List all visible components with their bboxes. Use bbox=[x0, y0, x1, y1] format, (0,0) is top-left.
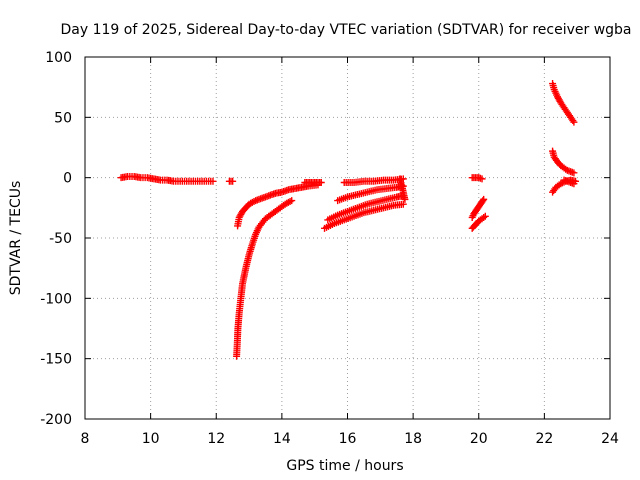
data-point bbox=[479, 197, 487, 205]
data-series bbox=[233, 197, 296, 360]
y-axis-label: SDTVAR / TECUs bbox=[8, 181, 24, 296]
x-tick-label: 10 bbox=[142, 431, 160, 447]
data-series bbox=[301, 178, 325, 186]
data-series bbox=[225, 177, 237, 185]
data-series bbox=[468, 195, 488, 221]
data-series bbox=[468, 174, 486, 183]
data-point bbox=[399, 200, 407, 208]
y-tick-label: -200 bbox=[40, 412, 72, 428]
data-point bbox=[317, 178, 325, 186]
data-point bbox=[478, 175, 486, 183]
data-series bbox=[396, 175, 409, 203]
data-point bbox=[481, 212, 489, 220]
y-tick-label: 100 bbox=[45, 50, 72, 66]
x-axis-label: GPS time / hours bbox=[286, 458, 403, 474]
x-tick-label: 20 bbox=[470, 431, 488, 447]
data-point bbox=[570, 180, 578, 188]
data-point bbox=[570, 118, 578, 126]
data-point bbox=[229, 177, 237, 185]
data-point bbox=[209, 177, 217, 185]
chart-title: Day 119 of 2025, Sidereal Day-to-day VTE… bbox=[60, 22, 631, 38]
data-series bbox=[560, 176, 578, 188]
data-series bbox=[549, 80, 578, 126]
data-series bbox=[117, 172, 217, 185]
y-tick-label: -150 bbox=[40, 352, 72, 368]
data-series bbox=[468, 212, 489, 232]
y-tick-label: 50 bbox=[54, 110, 72, 126]
x-tick-label: 12 bbox=[207, 431, 225, 447]
data-series bbox=[549, 147, 578, 177]
x-tick-label: 14 bbox=[273, 431, 291, 447]
x-tick-label: 18 bbox=[404, 431, 422, 447]
data-series bbox=[234, 181, 322, 230]
data-point bbox=[569, 117, 577, 125]
y-tick-label: -50 bbox=[49, 231, 72, 247]
data-point bbox=[480, 195, 488, 203]
x-tick-label: 8 bbox=[81, 431, 90, 447]
x-tick-label: 16 bbox=[339, 431, 357, 447]
y-tick-label: -100 bbox=[40, 291, 72, 307]
data-series bbox=[334, 182, 407, 205]
data-series bbox=[321, 200, 407, 232]
data-point bbox=[570, 169, 578, 177]
data-point bbox=[288, 197, 296, 205]
x-tick-label: 22 bbox=[535, 431, 553, 447]
data-series bbox=[324, 192, 407, 224]
y-tick-label: 0 bbox=[63, 171, 72, 187]
data-point bbox=[401, 195, 409, 203]
x-tick-label: 24 bbox=[601, 431, 619, 447]
